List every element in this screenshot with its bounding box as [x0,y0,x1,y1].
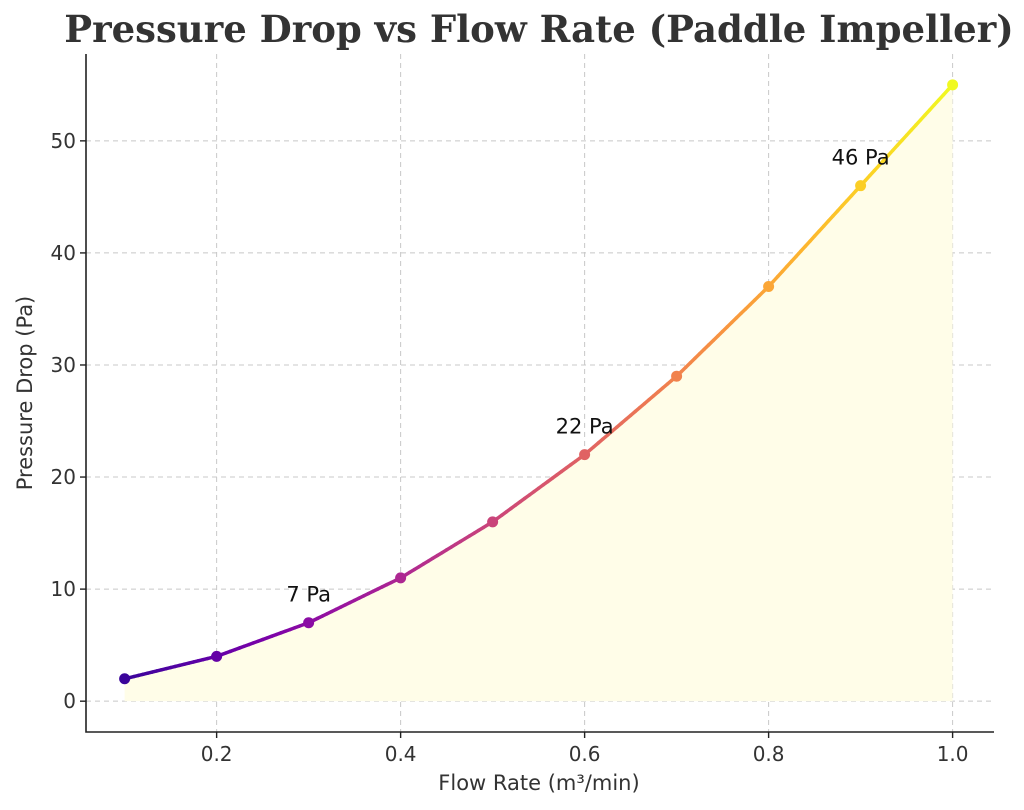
series-points [119,79,959,685]
x-tick-label: 0.4 [385,742,417,766]
x-tick-label: 1.0 [937,742,969,766]
point-annotation: 22 Pa [556,415,614,439]
y-tick-label: 20 [51,465,76,489]
y-axis-label: Pressure Drop (Pa) [13,296,37,491]
data-point [855,180,867,192]
data-point [119,673,131,685]
point-annotation: 7 Pa [286,583,331,607]
data-point [211,650,223,662]
chart-title: Pressure Drop vs Flow Rate (Paddle Impel… [64,7,1013,51]
area-under-curve [124,84,953,702]
point-annotation: 46 Pa [832,146,890,170]
y-tick-label: 40 [51,241,76,265]
data-point [579,449,591,461]
data-point [303,617,315,629]
x-axis-label: Flow Rate (m³/min) [438,771,639,795]
x-tick-label: 0.8 [753,742,785,766]
series-line [122,83,955,681]
data-point [395,572,407,584]
tick-labels: 0.2 0.4 0.6 0.8 1.0 0 10 20 30 40 50 [51,129,969,766]
area-fill [124,84,953,702]
data-point [671,370,683,382]
y-tick-label: 10 [51,577,76,601]
data-point [763,281,775,293]
data-point [487,516,499,528]
y-tick-label: 50 [51,129,76,153]
x-tick-label: 0.6 [569,742,601,766]
y-tick-label: 30 [51,353,76,377]
x-tick-label: 0.2 [201,742,233,766]
axes [80,54,994,738]
y-tick-label: 0 [63,689,76,713]
axis-spines [85,54,994,733]
annotations: 7 Pa 22 Pa 46 Pa [286,146,889,607]
data-point [947,79,959,91]
